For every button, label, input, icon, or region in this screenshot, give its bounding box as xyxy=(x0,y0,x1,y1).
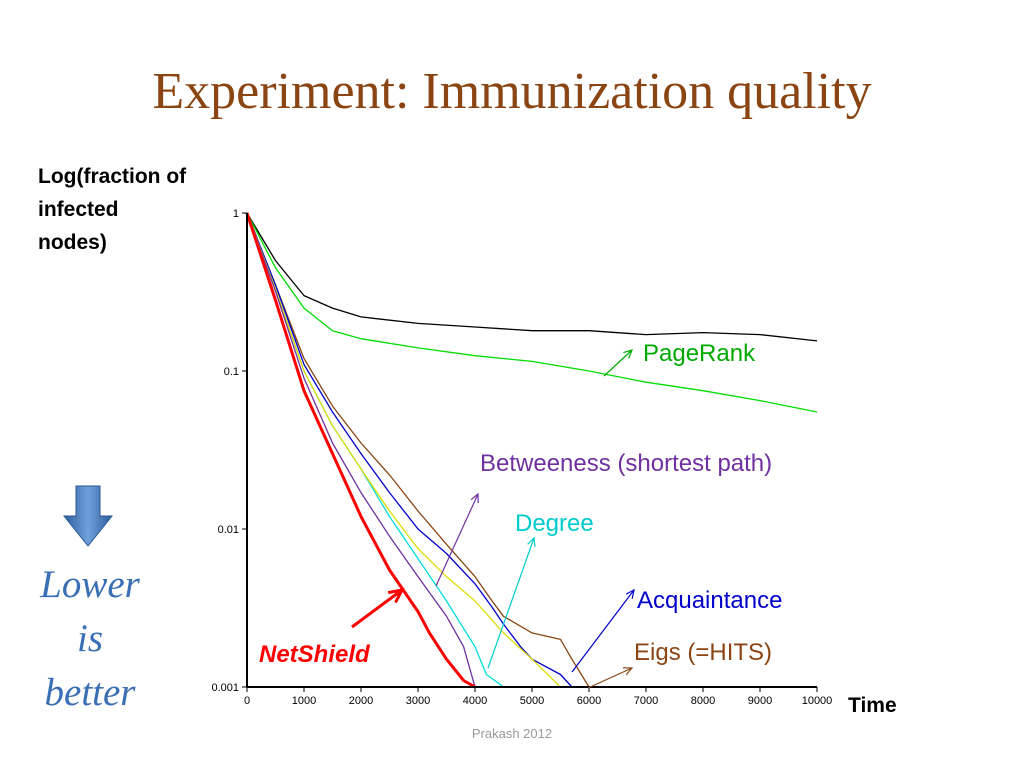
series-line-pagerank-green xyxy=(246,212,818,413)
annotation-arrowhead xyxy=(470,492,479,504)
y-axis-label: Log(fraction of infected nodes) xyxy=(38,160,218,259)
x-tick-label: 7000 xyxy=(634,695,658,707)
annotation-label: Eigs (=HITS) xyxy=(634,639,772,666)
x-tick-label: 6000 xyxy=(577,695,601,707)
x-tick-label: 10000 xyxy=(802,695,833,707)
annotation-label: Acquaintance xyxy=(637,587,782,614)
x-tick-label: 2000 xyxy=(349,695,373,707)
series-line-yellow xyxy=(246,212,561,688)
annotation-arrow-line xyxy=(571,589,635,673)
hint-line-3: better xyxy=(44,671,136,714)
annotation-arrow-line xyxy=(351,588,403,629)
series-line-eigs xyxy=(246,212,590,688)
series-line-pagerank-black xyxy=(246,212,818,342)
annotation-arrowhead xyxy=(625,588,635,599)
x-tick-label: 8000 xyxy=(691,695,715,707)
x-tick-label: 1000 xyxy=(292,695,316,707)
annotation-arrow-line xyxy=(487,537,535,669)
annotation-label: Degree xyxy=(515,510,594,537)
series-line-betweenness xyxy=(246,212,476,688)
x-tick-label: 4000 xyxy=(463,695,487,707)
series-line-degree xyxy=(246,212,504,688)
annotation-arrowhead xyxy=(387,587,405,604)
annotation-label: Betweeness (shortest path) xyxy=(480,450,772,477)
annotation-arrowhead xyxy=(527,536,536,547)
annotation-arrow-line xyxy=(587,667,633,689)
x-axis-label: Time xyxy=(848,694,897,717)
hint-line-2: is xyxy=(76,617,103,660)
y-tick-label: 0.1 xyxy=(224,366,239,378)
y-axis-label-line-1: Log(fraction of xyxy=(38,165,187,188)
annotation-arrowhead xyxy=(623,349,634,359)
y-tick-label: 1 xyxy=(233,208,239,220)
x-tick-label: 5000 xyxy=(520,695,544,707)
x-tick-label: 0 xyxy=(244,695,250,707)
slide-title: Experiment: Immunization quality xyxy=(152,63,872,120)
annotation-layer: PageRank Betweeness (shortest path) Degree… xyxy=(259,340,782,689)
footer-credit: Prakash 2012 xyxy=(471,726,553,741)
y-axis-label-line-3: nodes) xyxy=(38,231,107,254)
down-arrow-icon xyxy=(62,485,114,547)
x-tick-label: 3000 xyxy=(406,695,430,707)
axes-layer: 0 1000 2000 3000 4000 5000 6000 7000 8000 9000 100… xyxy=(211,208,832,707)
lower-is-better-hint: Lower is better xyxy=(20,558,160,720)
annotation-arrow-line xyxy=(435,493,479,587)
x-tick-label: 9000 xyxy=(748,695,772,707)
y-tick-label: 0.001 xyxy=(211,682,239,694)
annotation-arrowhead xyxy=(622,667,634,676)
y-axis-label-line-2: infected xyxy=(38,198,119,221)
series-line-netshield xyxy=(245,212,476,689)
hint-line-1: Lower xyxy=(40,563,140,606)
series-layer xyxy=(245,212,818,689)
y-tick-label: 0.01 xyxy=(218,524,239,536)
annotation-label: PageRank xyxy=(643,340,756,367)
annotation-label: NetShield xyxy=(259,641,371,668)
annotation-arrow-line xyxy=(603,349,633,377)
